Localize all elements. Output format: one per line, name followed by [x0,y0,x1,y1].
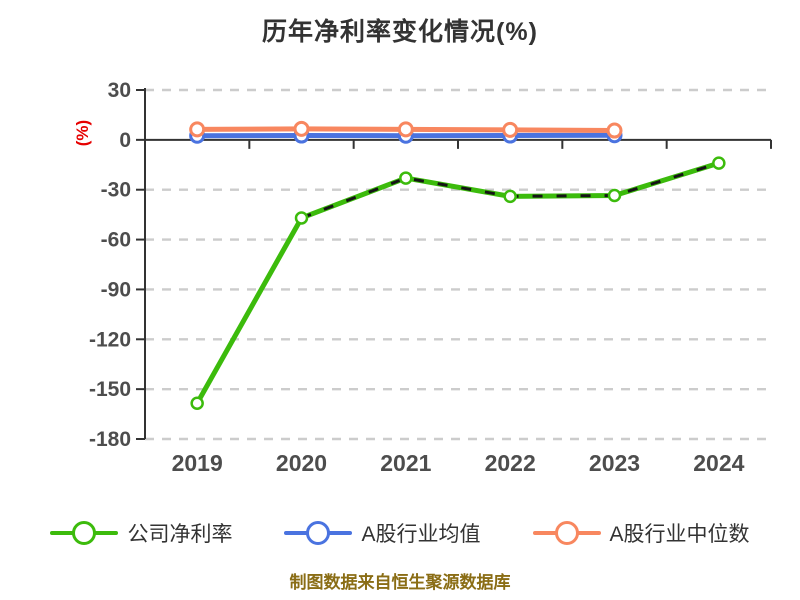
data-source-caption: 制图数据来自恒生聚源数据库 [289,573,511,592]
data-point-marker [606,122,623,139]
x-tick-label: 2023 [589,450,640,476]
data-point-marker [503,189,517,204]
data-point-marker [712,156,726,170]
data-point-marker [189,121,206,138]
y-tick-label: -60 [101,229,131,252]
y-tick-label: -120 [89,328,131,351]
series-line-0 [194,160,722,406]
x-tick-label: 2019 [172,450,223,476]
y-tick-label: -90 [101,278,131,301]
legend-label-industry-mean: A股行业均值 [361,523,481,546]
line-marker-icon [532,520,601,546]
data-point-marker [502,121,519,138]
x-tick-label: 2024 [693,450,744,476]
y-tick-label: -30 [101,179,131,202]
x-tick-label: 2021 [380,450,431,476]
line-marker-icon [50,520,119,546]
chart-legend: 公司净利率 A股行业均值 A股行业中位数 [0,518,800,548]
plot-area: 30 0 -30 -60 -90 -120 -150 -180 2019 2020 2021 2022… [73,79,774,476]
data-point-marker [294,211,309,225]
data-point-marker [397,121,414,138]
legend-item-industry-median[interactable]: A股行业中位数 [532,518,750,548]
data-point-marker [607,188,622,203]
y-axis-unit-label: (%) [73,120,92,146]
x-tick-label: 2022 [485,450,536,476]
y-tick-label: -180 [89,428,131,451]
y-tick-label: 0 [119,129,131,152]
x-tick-label: 2020 [276,450,327,476]
y-tick-label: 30 [108,79,131,102]
data-point-marker [190,396,204,411]
legend-label-industry-median: A股行业中位数 [609,523,750,546]
line-marker-icon [284,520,353,546]
legend-label-company-net-margin: 公司净利率 [127,523,233,546]
legend-item-company-net-margin[interactable]: 公司净利率 [50,518,232,548]
y-tick-label: -150 [89,378,131,401]
data-point-marker [399,171,413,185]
legend-item-industry-mean[interactable]: A股行业均值 [284,518,481,548]
chart-title: 历年净利率变化情况(%) [262,18,538,46]
data-point-marker [293,120,310,137]
